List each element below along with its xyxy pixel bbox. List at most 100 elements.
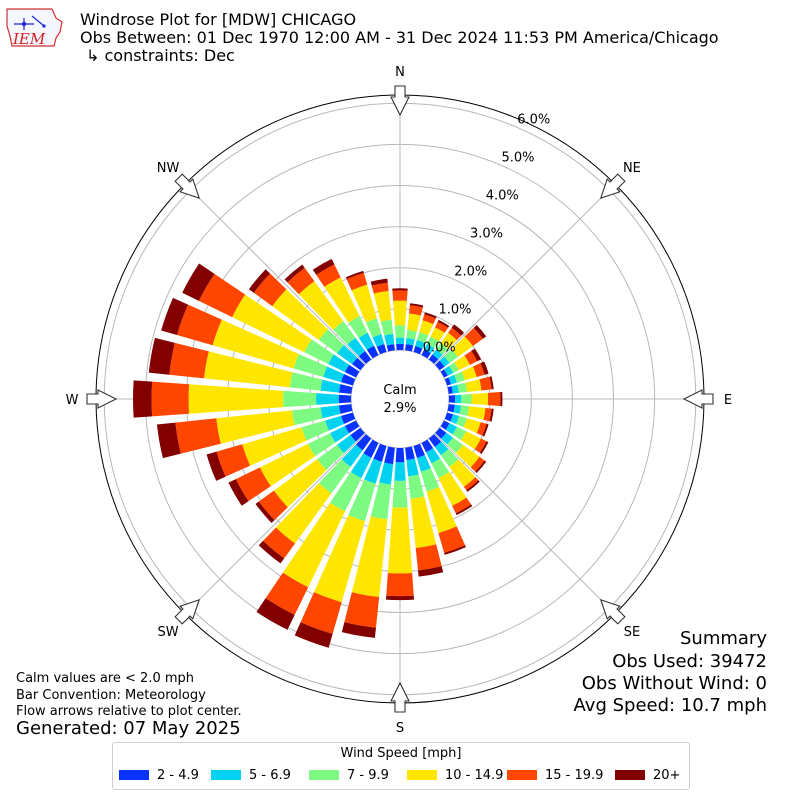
windrose-bar-segment (451, 324, 465, 336)
windrose-bar-segment (371, 282, 389, 294)
windrose-bar-segment (386, 344, 395, 352)
direction-arrow (390, 85, 410, 117)
windrose-bar-segment (440, 420, 450, 430)
windrose-bar-segment (304, 339, 334, 364)
windrose-bar-segment (455, 504, 473, 516)
windrose-bar-segment (406, 458, 419, 477)
windrose-bar-segment (420, 468, 440, 492)
windrose-bar-segment (459, 405, 470, 416)
windrose-bar-segment (351, 284, 377, 323)
windrose-bar-segment (182, 263, 215, 301)
windrose-bar-segment (444, 412, 454, 422)
windrose-bar-segment (451, 336, 473, 357)
windrose-bar-segment (188, 384, 284, 414)
compass-label: S (396, 721, 404, 736)
windrose-bar-segment (363, 439, 379, 458)
grid-spoke (184, 433, 366, 615)
windrose-bar-segment (392, 480, 408, 508)
windrose-bar-segment (275, 483, 332, 544)
windrose-bar-segment (436, 342, 449, 355)
windrose-bar-segment (416, 455, 431, 472)
arrow-shape (86, 389, 118, 409)
windrose-bar-segment (204, 351, 293, 388)
windrose-bar-segment (273, 459, 327, 508)
arrow-shape (682, 389, 714, 409)
radial-tick-label: 4.0% (486, 189, 519, 204)
windrose-bar-segment (448, 395, 456, 403)
windrose-bar-segment (465, 379, 482, 392)
windrose-bar-segment (294, 622, 333, 648)
windrose-bar-segment (444, 365, 454, 376)
generated-date: Generated: 07 May 2025 (16, 718, 241, 739)
windrose-bar-segment (428, 354, 439, 364)
windrose-bar-segment (291, 407, 323, 426)
windrose-bar-segment (320, 405, 341, 419)
windrose-bar-segment (386, 573, 414, 597)
windrose-bar-segment (457, 382, 468, 393)
windrose-bar-segment (434, 441, 449, 456)
windrose-bar-segment (455, 444, 480, 468)
windrose-bar-segment (370, 278, 388, 286)
windrose-bar-segment (216, 444, 251, 477)
windrose-bar-segment (346, 272, 368, 291)
windrose-bar-segment (444, 349, 458, 363)
legend-swatch (507, 770, 537, 780)
windrose-bar-segment (348, 479, 376, 522)
chart-title: Windrose Plot for [MDW] CHICAGO (80, 10, 357, 29)
windrose-bar-segment (351, 516, 388, 598)
windrose-bar-segment (405, 446, 415, 461)
bar-convention: Bar Convention: Meteorology (16, 688, 206, 703)
summary-obs-used: Obs Used: 39472 (612, 651, 767, 672)
windrose-bar-segment (408, 474, 425, 499)
legend-label: 7 - 9.9 (347, 768, 389, 783)
windrose-bar-segment (392, 290, 408, 301)
windrose-bar-segment (415, 340, 425, 349)
legend-label: 10 - 14.9 (445, 768, 504, 783)
windrose-bar-segment (461, 431, 482, 450)
windrose-bar-segment (316, 393, 339, 405)
radial-tick-label: 1.0% (438, 303, 471, 318)
windrose-bar-segment (489, 408, 494, 422)
summary-heading: Summary (680, 628, 767, 649)
windrose-bar-segment (312, 258, 335, 275)
windrose-bar-segment (428, 434, 442, 447)
windrose-bar-segment (366, 345, 379, 359)
calm-disc (352, 351, 448, 447)
windrose-bar-segment (463, 418, 481, 434)
windrose-bar-segment (161, 297, 189, 336)
windrose-bar-segment (470, 456, 485, 472)
windrose-bar-segment (438, 526, 466, 553)
windrose-bar-segment (447, 404, 455, 413)
compass-label: W (66, 393, 79, 408)
windrose-bar-segment (282, 502, 346, 588)
windrose-bar-segment (345, 270, 364, 280)
windrose-bar-segment (341, 444, 363, 467)
windrose-bar-segment (408, 305, 423, 316)
flow-arrows-note: Flow arrows relative to plot center. (16, 704, 242, 719)
windrose-bar-segment (419, 320, 434, 336)
windrose-bar-segment (453, 404, 462, 414)
windrose-bar-segment (372, 334, 385, 347)
direction-arrow (174, 598, 201, 625)
calm-definition: Calm values are < 2.0 mph (16, 671, 195, 686)
radial-tick-label: 6.0% (517, 113, 550, 128)
windrose-bar-segment (156, 422, 181, 459)
windrose-bar-segment (395, 337, 405, 344)
direction-arrow (599, 173, 626, 200)
arrow-shape (390, 85, 410, 117)
windrose-bar-segment (396, 343, 404, 351)
windrose-bar-segment (448, 327, 462, 341)
windrose-bar-segment (444, 377, 452, 386)
windrose-bar-segment (440, 369, 448, 378)
arrow-shape (174, 598, 201, 625)
windrose-bar-segment (415, 544, 442, 571)
windrose-bar-segment (452, 497, 472, 514)
windrose-bar-segment (365, 318, 382, 338)
windrose-bar-segment (289, 372, 323, 391)
windrose-bar-segment (283, 390, 317, 408)
windrose-bar-segment (358, 332, 375, 350)
chart-overlay: N NE E SE S SW W NW 0.0% 1.0% 2.0% 3.0% 4.0% 5.0% 6.0%… (66, 65, 733, 736)
windrose-bar-segment (435, 427, 447, 439)
windrose-bar-segment (480, 361, 489, 375)
windrose-bar-segment (318, 459, 351, 494)
